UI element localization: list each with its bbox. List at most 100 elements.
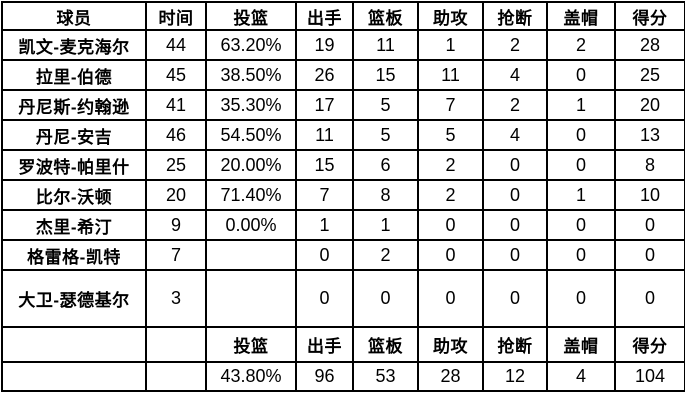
fg-pct-cell: 38.50% xyxy=(205,59,297,91)
total-assists-cell: 28 xyxy=(417,361,484,392)
blocks-cell: 1 xyxy=(546,179,616,211)
total-points-cell: 104 xyxy=(614,361,685,392)
column-header-time: 时间 xyxy=(145,1,207,31)
column-header-steals: 抢断 xyxy=(482,1,548,31)
points-cell: 0 xyxy=(614,239,685,271)
player-name-cell: 丹尼斯-约翰逊 xyxy=(1,89,147,121)
column-header-points: 得分 xyxy=(614,1,685,31)
assists-cell: 2 xyxy=(417,149,484,181)
blocks-cell: 1 xyxy=(546,89,616,121)
player-name-cell: 丹尼-安吉 xyxy=(1,119,147,151)
rebounds-cell: 11 xyxy=(352,29,419,61)
summary-header-blocks: 盖帽 xyxy=(546,326,616,363)
player-row: 格雷格-凯特 7 0 2 0 0 0 0 xyxy=(1,239,685,271)
time-cell: 46 xyxy=(145,119,207,151)
time-cell: 20 xyxy=(145,179,207,211)
points-cell: 0 xyxy=(614,209,685,241)
rebounds-cell: 8 xyxy=(352,179,419,211)
table-header-row: 球员 时间 投篮 出手 篮板 助攻 抢断 盖帽 得分 xyxy=(1,1,685,31)
column-header-assists: 助攻 xyxy=(417,1,484,31)
attempts-cell: 26 xyxy=(295,59,354,91)
steals-cell: 0 xyxy=(482,149,548,181)
assists-cell: 0 xyxy=(417,239,484,271)
total-steals-cell: 12 xyxy=(482,361,548,392)
empty-cell xyxy=(1,326,147,363)
steals-cell: 2 xyxy=(482,29,548,61)
summary-header-steals: 抢断 xyxy=(482,326,548,363)
player-row: 大卫-瑟德基尔 3 0 0 0 0 0 0 xyxy=(1,269,685,328)
time-cell: 9 xyxy=(145,209,207,241)
player-name-cell: 大卫-瑟德基尔 xyxy=(1,269,147,328)
stats-table: 球员 时间 投篮 出手 篮板 助攻 抢断 盖帽 得分 凯文-麦克海尔 44 63… xyxy=(1,1,685,392)
time-cell: 7 xyxy=(145,239,207,271)
rebounds-cell: 5 xyxy=(352,119,419,151)
fg-pct-cell: 20.00% xyxy=(205,149,297,181)
rebounds-cell: 15 xyxy=(352,59,419,91)
attempts-cell: 19 xyxy=(295,29,354,61)
assists-cell: 11 xyxy=(417,59,484,91)
blocks-cell: 0 xyxy=(546,149,616,181)
fg-pct-cell: 0.00% xyxy=(205,209,297,241)
points-cell: 13 xyxy=(614,119,685,151)
rebounds-cell: 2 xyxy=(352,239,419,271)
player-row: 罗波特-帕里什 25 20.00% 15 6 2 0 0 8 xyxy=(1,149,685,181)
steals-cell: 2 xyxy=(482,89,548,121)
points-cell: 20 xyxy=(614,89,685,121)
fg-pct-cell: 35.30% xyxy=(205,89,297,121)
points-cell: 8 xyxy=(614,149,685,181)
total-rebounds-cell: 53 xyxy=(352,361,419,392)
rebounds-cell: 1 xyxy=(352,209,419,241)
summary-header-assists: 助攻 xyxy=(417,326,484,363)
attempts-cell: 17 xyxy=(295,89,354,121)
player-name-cell: 杰里-希汀 xyxy=(1,209,147,241)
attempts-cell: 1 xyxy=(295,209,354,241)
rebounds-cell: 0 xyxy=(352,269,419,328)
summary-header-fg-pct: 投篮 xyxy=(205,326,297,363)
fg-pct-cell: 63.20% xyxy=(205,29,297,61)
attempts-cell: 7 xyxy=(295,179,354,211)
steals-cell: 0 xyxy=(482,179,548,211)
blocks-cell: 0 xyxy=(546,119,616,151)
summary-header-rebounds: 篮板 xyxy=(352,326,419,363)
time-cell: 41 xyxy=(145,89,207,121)
time-cell: 25 xyxy=(145,149,207,181)
player-name-cell: 拉里-伯德 xyxy=(1,59,147,91)
attempts-cell: 0 xyxy=(295,239,354,271)
assists-cell: 0 xyxy=(417,209,484,241)
blocks-cell: 2 xyxy=(546,29,616,61)
summary-header-attempts: 出手 xyxy=(295,326,354,363)
player-name-cell: 格雷格-凯特 xyxy=(1,239,147,271)
points-cell: 28 xyxy=(614,29,685,61)
totals-row: 43.80% 96 53 28 12 4 104 xyxy=(1,361,685,392)
time-cell: 3 xyxy=(145,269,207,328)
column-header-fg-pct: 投篮 xyxy=(205,1,297,31)
steals-cell: 4 xyxy=(482,59,548,91)
steals-cell: 4 xyxy=(482,119,548,151)
blocks-cell: 0 xyxy=(546,269,616,328)
assists-cell: 2 xyxy=(417,179,484,211)
column-header-rebounds: 篮板 xyxy=(352,1,419,31)
attempts-cell: 0 xyxy=(295,269,354,328)
empty-cell xyxy=(145,326,207,363)
time-cell: 44 xyxy=(145,29,207,61)
player-row: 凯文-麦克海尔 44 63.20% 19 11 1 2 2 28 xyxy=(1,29,685,61)
fg-pct-cell xyxy=(205,239,297,271)
points-cell: 10 xyxy=(614,179,685,211)
empty-cell xyxy=(1,361,147,392)
summary-header-row: 投篮 出手 篮板 助攻 抢断 盖帽 得分 xyxy=(1,326,685,363)
steals-cell: 0 xyxy=(482,269,548,328)
fg-pct-cell xyxy=(205,269,297,328)
total-blocks-cell: 4 xyxy=(546,361,616,392)
assists-cell: 0 xyxy=(417,269,484,328)
fg-pct-cell: 71.40% xyxy=(205,179,297,211)
fg-pct-cell: 54.50% xyxy=(205,119,297,151)
total-attempts-cell: 96 xyxy=(295,361,354,392)
rebounds-cell: 6 xyxy=(352,149,419,181)
assists-cell: 1 xyxy=(417,29,484,61)
player-row: 丹尼-安吉 46 54.50% 11 5 5 4 0 13 xyxy=(1,119,685,151)
player-row: 拉里-伯德 45 38.50% 26 15 11 4 0 25 xyxy=(1,59,685,91)
blocks-cell: 0 xyxy=(546,239,616,271)
attempts-cell: 15 xyxy=(295,149,354,181)
points-cell: 25 xyxy=(614,59,685,91)
